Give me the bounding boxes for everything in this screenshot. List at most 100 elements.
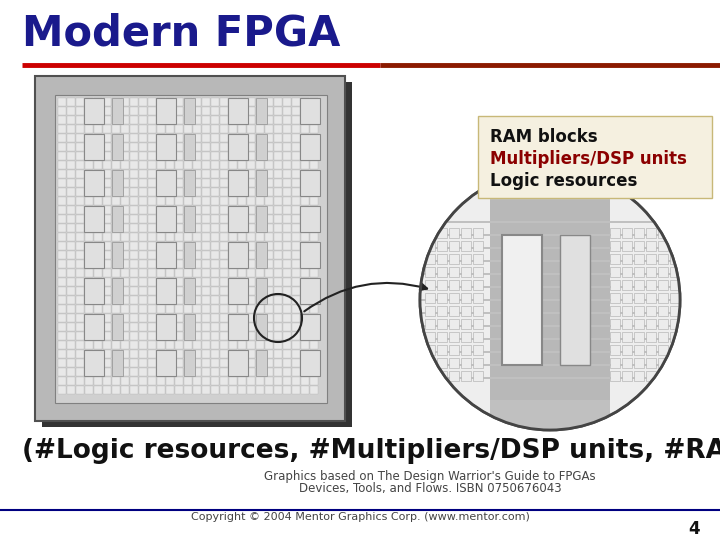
Bar bbox=[193, 341, 201, 349]
Bar bbox=[67, 161, 75, 169]
Bar bbox=[148, 386, 156, 394]
Bar bbox=[148, 350, 156, 358]
Bar bbox=[490, 170, 610, 200]
Bar bbox=[461, 254, 471, 264]
Bar bbox=[184, 287, 192, 295]
Bar bbox=[292, 314, 300, 322]
Bar bbox=[67, 296, 75, 304]
Bar bbox=[292, 323, 300, 331]
Bar bbox=[310, 206, 318, 214]
Bar bbox=[634, 332, 644, 342]
Bar bbox=[85, 179, 93, 187]
Bar bbox=[76, 332, 84, 340]
Bar bbox=[247, 179, 255, 187]
Bar bbox=[157, 125, 165, 133]
Bar bbox=[130, 287, 138, 295]
Bar bbox=[139, 296, 147, 304]
Bar bbox=[193, 269, 201, 277]
Bar bbox=[211, 107, 219, 115]
Bar bbox=[292, 242, 300, 250]
Bar bbox=[130, 116, 138, 124]
Bar bbox=[265, 224, 273, 232]
Bar bbox=[211, 215, 219, 223]
Bar bbox=[211, 260, 219, 268]
Bar bbox=[247, 206, 255, 214]
Bar bbox=[449, 254, 459, 264]
Bar bbox=[646, 254, 656, 264]
Bar bbox=[292, 179, 300, 187]
Bar bbox=[490, 170, 610, 430]
Bar bbox=[130, 332, 138, 340]
Bar bbox=[247, 161, 255, 169]
Bar bbox=[473, 345, 483, 355]
Bar bbox=[166, 197, 174, 205]
Bar bbox=[220, 170, 228, 178]
Bar bbox=[103, 251, 111, 259]
Bar bbox=[256, 170, 264, 178]
Bar bbox=[175, 188, 183, 196]
Bar bbox=[184, 161, 192, 169]
Bar bbox=[310, 233, 318, 241]
Bar bbox=[202, 269, 210, 277]
Bar bbox=[130, 359, 138, 367]
Bar bbox=[292, 386, 300, 394]
Bar bbox=[437, 345, 447, 355]
Bar bbox=[247, 386, 255, 394]
Bar bbox=[157, 224, 165, 232]
Bar bbox=[84, 278, 104, 304]
Bar bbox=[622, 332, 632, 342]
Bar bbox=[193, 359, 201, 367]
Bar bbox=[84, 350, 104, 376]
Bar bbox=[420, 286, 680, 287]
Bar bbox=[58, 107, 66, 115]
Bar bbox=[610, 267, 620, 277]
Bar bbox=[256, 134, 267, 160]
Bar bbox=[103, 296, 111, 304]
Bar bbox=[121, 260, 129, 268]
Bar bbox=[202, 386, 210, 394]
Bar bbox=[58, 206, 66, 214]
Bar bbox=[166, 359, 174, 367]
Bar bbox=[58, 359, 66, 367]
Bar bbox=[301, 161, 309, 169]
Bar bbox=[112, 224, 120, 232]
Bar bbox=[148, 206, 156, 214]
Bar bbox=[670, 267, 680, 277]
Bar bbox=[238, 134, 246, 142]
Bar bbox=[58, 188, 66, 196]
Bar bbox=[283, 107, 291, 115]
Bar bbox=[437, 358, 447, 368]
Bar bbox=[148, 332, 156, 340]
Bar bbox=[130, 125, 138, 133]
Bar bbox=[58, 116, 66, 124]
Bar bbox=[193, 179, 201, 187]
Bar bbox=[220, 116, 228, 124]
Bar bbox=[220, 125, 228, 133]
Bar bbox=[121, 377, 129, 385]
Bar bbox=[85, 116, 93, 124]
Bar bbox=[274, 305, 282, 313]
Bar bbox=[229, 179, 237, 187]
Bar bbox=[425, 241, 435, 251]
Bar bbox=[502, 235, 542, 365]
Bar bbox=[256, 233, 264, 241]
Bar bbox=[85, 152, 93, 160]
Bar bbox=[76, 296, 84, 304]
Bar bbox=[193, 107, 201, 115]
Bar bbox=[283, 305, 291, 313]
Bar bbox=[229, 161, 237, 169]
Bar bbox=[292, 296, 300, 304]
Bar bbox=[283, 152, 291, 160]
Bar bbox=[139, 197, 147, 205]
Bar bbox=[58, 260, 66, 268]
Bar bbox=[247, 278, 255, 286]
Bar bbox=[274, 386, 282, 394]
Bar bbox=[610, 241, 620, 251]
Bar bbox=[310, 98, 318, 106]
Bar bbox=[238, 98, 246, 106]
Bar bbox=[229, 107, 237, 115]
Bar bbox=[238, 170, 246, 178]
Bar bbox=[184, 170, 195, 196]
Bar bbox=[121, 188, 129, 196]
Bar bbox=[175, 242, 183, 250]
